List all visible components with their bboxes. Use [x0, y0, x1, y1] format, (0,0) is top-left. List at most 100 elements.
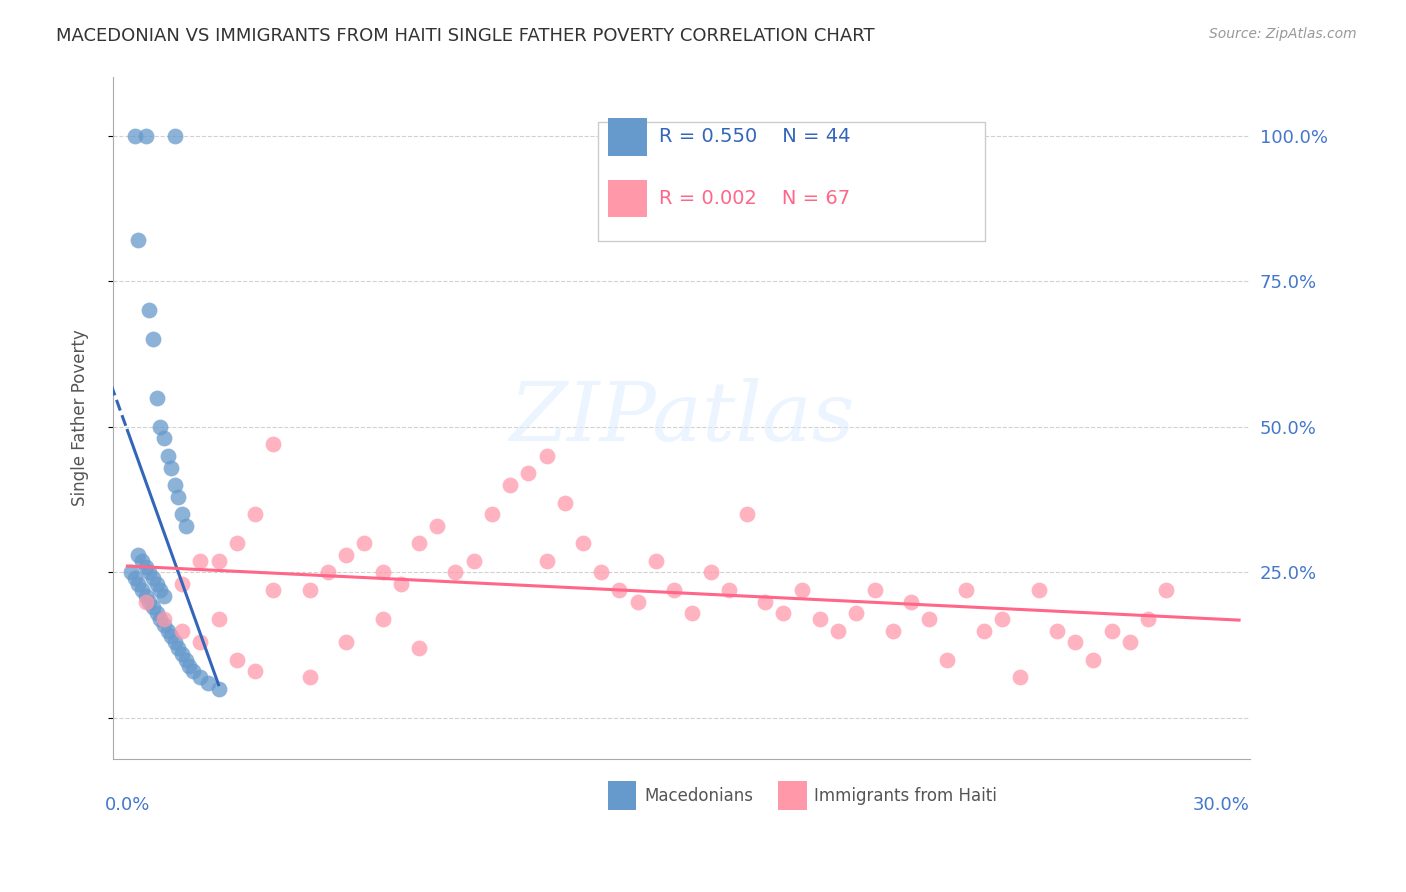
- Point: [1119, 635, 1142, 649]
- Point: [772, 606, 794, 620]
- Point: [973, 624, 995, 638]
- Point: [167, 641, 190, 656]
- Point: [172, 647, 194, 661]
- Point: [153, 612, 176, 626]
- Point: [845, 606, 868, 620]
- Point: [172, 577, 194, 591]
- Point: [197, 676, 219, 690]
- Point: [138, 303, 160, 318]
- Point: [955, 582, 977, 597]
- Text: Immigrants from Haiti: Immigrants from Haiti: [814, 787, 997, 805]
- Point: [335, 548, 357, 562]
- Point: [662, 582, 685, 597]
- Point: [135, 128, 157, 143]
- Bar: [607, 119, 647, 156]
- Point: [124, 128, 146, 143]
- Point: [408, 641, 430, 656]
- Point: [335, 635, 357, 649]
- Point: [149, 582, 172, 597]
- Point: [127, 577, 149, 591]
- Point: [135, 594, 157, 608]
- Point: [207, 554, 229, 568]
- Point: [149, 420, 172, 434]
- Point: [1010, 670, 1032, 684]
- Point: [243, 665, 266, 679]
- Point: [138, 566, 160, 580]
- Text: 0.0%: 0.0%: [104, 797, 150, 814]
- Point: [1101, 624, 1123, 638]
- Point: [127, 548, 149, 562]
- Point: [371, 566, 394, 580]
- Point: [188, 635, 211, 649]
- Point: [991, 612, 1014, 626]
- Point: [163, 128, 186, 143]
- Text: R = 0.550    N = 44: R = 0.550 N = 44: [658, 128, 851, 146]
- Point: [163, 478, 186, 492]
- Bar: [607, 179, 647, 217]
- Point: [1154, 582, 1177, 597]
- Point: [120, 566, 142, 580]
- Point: [135, 559, 157, 574]
- Point: [243, 507, 266, 521]
- Point: [298, 670, 321, 684]
- Point: [463, 554, 485, 568]
- Point: [138, 594, 160, 608]
- Point: [627, 594, 650, 608]
- Point: [179, 658, 201, 673]
- Text: Source: ZipAtlas.com: Source: ZipAtlas.com: [1209, 27, 1357, 41]
- Point: [572, 536, 595, 550]
- Point: [131, 554, 153, 568]
- Point: [536, 554, 558, 568]
- Point: [444, 566, 467, 580]
- Point: [481, 507, 503, 521]
- Point: [298, 582, 321, 597]
- Point: [127, 234, 149, 248]
- Point: [408, 536, 430, 550]
- Point: [936, 653, 959, 667]
- Point: [316, 566, 339, 580]
- Text: MACEDONIAN VS IMMIGRANTS FROM HAITI SINGLE FATHER POVERTY CORRELATION CHART: MACEDONIAN VS IMMIGRANTS FROM HAITI SING…: [56, 27, 875, 45]
- Point: [225, 653, 247, 667]
- Point: [645, 554, 668, 568]
- Point: [156, 624, 179, 638]
- Point: [1028, 582, 1050, 597]
- Point: [145, 577, 167, 591]
- Point: [181, 665, 204, 679]
- Point: [517, 467, 540, 481]
- Point: [172, 624, 194, 638]
- Point: [145, 606, 167, 620]
- Point: [172, 507, 194, 521]
- Text: R = 0.002    N = 67: R = 0.002 N = 67: [658, 189, 849, 208]
- Point: [554, 495, 576, 509]
- Point: [188, 554, 211, 568]
- Point: [827, 624, 849, 638]
- Point: [389, 577, 412, 591]
- Y-axis label: Single Father Poverty: Single Father Poverty: [72, 330, 89, 507]
- Point: [124, 571, 146, 585]
- Point: [174, 653, 197, 667]
- Text: 30.0%: 30.0%: [1192, 797, 1250, 814]
- Point: [131, 582, 153, 597]
- Point: [900, 594, 922, 608]
- Point: [353, 536, 375, 550]
- Point: [135, 589, 157, 603]
- Point: [754, 594, 776, 608]
- Point: [499, 478, 522, 492]
- Point: [371, 612, 394, 626]
- Point: [1136, 612, 1159, 626]
- Point: [1064, 635, 1087, 649]
- Point: [163, 635, 186, 649]
- Point: [188, 670, 211, 684]
- Point: [207, 681, 229, 696]
- Bar: [778, 781, 807, 810]
- Bar: [607, 781, 636, 810]
- Point: [808, 612, 831, 626]
- Point: [167, 490, 190, 504]
- Point: [882, 624, 904, 638]
- Point: [699, 566, 721, 580]
- Point: [717, 582, 740, 597]
- Point: [918, 612, 941, 626]
- Point: [262, 437, 284, 451]
- Point: [153, 617, 176, 632]
- Point: [591, 566, 613, 580]
